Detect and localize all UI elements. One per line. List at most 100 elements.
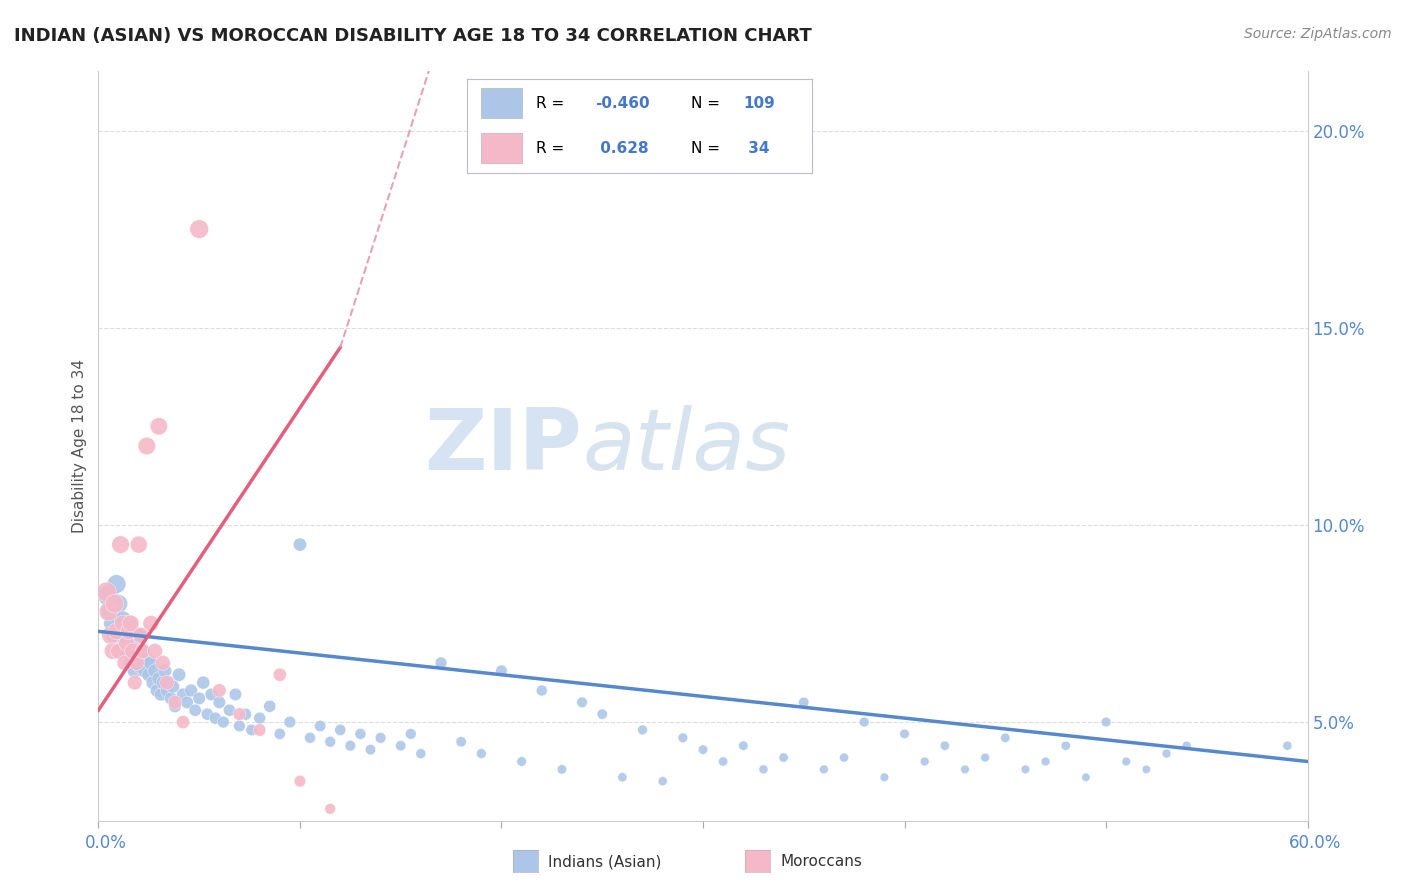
Point: [148, 672, 170, 686]
Point: [160, 691, 183, 706]
Point: [470, 747, 492, 761]
Point: [450, 735, 472, 749]
Point: [269, 667, 291, 681]
Point: [360, 742, 382, 756]
Point: [873, 770, 896, 784]
Point: [152, 675, 174, 690]
Point: [105, 577, 128, 591]
Point: [156, 675, 179, 690]
Point: [146, 683, 169, 698]
Point: [115, 636, 138, 650]
Point: [172, 714, 194, 729]
Point: [162, 680, 184, 694]
Point: [409, 747, 432, 761]
Point: [631, 723, 654, 737]
Point: [1014, 763, 1036, 777]
Point: [188, 691, 211, 706]
Point: [101, 616, 124, 631]
Point: [1277, 739, 1299, 753]
Text: atlas: atlas: [582, 404, 790, 488]
Text: ZIP: ZIP: [425, 404, 582, 488]
Point: [228, 719, 250, 733]
Point: [107, 644, 129, 658]
Point: [853, 714, 876, 729]
Point: [118, 644, 141, 658]
Point: [672, 731, 695, 745]
Point: [115, 636, 138, 650]
Point: [149, 688, 172, 702]
Point: [120, 616, 142, 631]
Point: [1115, 755, 1137, 769]
Point: [269, 727, 291, 741]
Point: [793, 695, 815, 709]
Point: [110, 644, 132, 658]
Point: [208, 695, 231, 709]
Point: [188, 222, 211, 236]
Point: [125, 636, 148, 650]
Text: Moroccans: Moroccans: [780, 855, 862, 869]
Point: [124, 664, 146, 678]
Point: [110, 538, 132, 552]
Point: [152, 656, 174, 670]
Point: [319, 735, 342, 749]
Point: [1156, 747, 1178, 761]
Point: [121, 644, 143, 658]
Point: [349, 727, 371, 741]
Point: [129, 660, 152, 674]
Point: [288, 538, 311, 552]
Point: [100, 605, 122, 619]
Text: Indians (Asian): Indians (Asian): [548, 855, 662, 869]
Point: [752, 763, 775, 777]
Point: [612, 770, 634, 784]
Point: [118, 624, 141, 639]
Point: [893, 727, 915, 741]
Point: [224, 688, 246, 702]
Point: [389, 739, 412, 753]
Point: [132, 644, 155, 658]
Point: [134, 664, 156, 678]
Point: [711, 755, 734, 769]
Point: [167, 667, 190, 681]
Point: [733, 739, 755, 753]
Point: [195, 707, 218, 722]
Point: [96, 585, 118, 599]
Point: [163, 695, 186, 709]
Point: [101, 644, 124, 658]
Text: Source: ZipAtlas.com: Source: ZipAtlas.com: [1244, 27, 1392, 41]
Point: [551, 763, 574, 777]
Point: [249, 723, 271, 737]
Point: [163, 699, 186, 714]
Point: [172, 688, 194, 702]
Point: [953, 763, 976, 777]
Point: [240, 723, 263, 737]
Point: [370, 731, 392, 745]
Point: [399, 727, 422, 741]
Point: [128, 628, 150, 642]
Point: [156, 683, 179, 698]
Point: [142, 675, 165, 690]
Point: [153, 664, 176, 678]
Point: [329, 723, 352, 737]
Point: [692, 742, 714, 756]
Point: [813, 763, 835, 777]
Point: [591, 707, 613, 722]
Point: [184, 703, 207, 717]
Point: [125, 656, 148, 670]
Point: [1095, 714, 1118, 729]
Point: [176, 695, 198, 709]
Point: [1054, 739, 1077, 753]
Point: [249, 711, 271, 725]
Point: [319, 802, 342, 816]
Point: [288, 774, 311, 789]
Point: [129, 628, 152, 642]
Point: [97, 605, 120, 619]
Point: [228, 707, 250, 722]
Point: [114, 632, 136, 647]
Point: [212, 714, 235, 729]
Point: [278, 714, 301, 729]
Point: [105, 624, 128, 639]
Point: [651, 774, 673, 789]
Point: [103, 597, 125, 611]
Point: [143, 644, 166, 658]
Point: [571, 695, 593, 709]
